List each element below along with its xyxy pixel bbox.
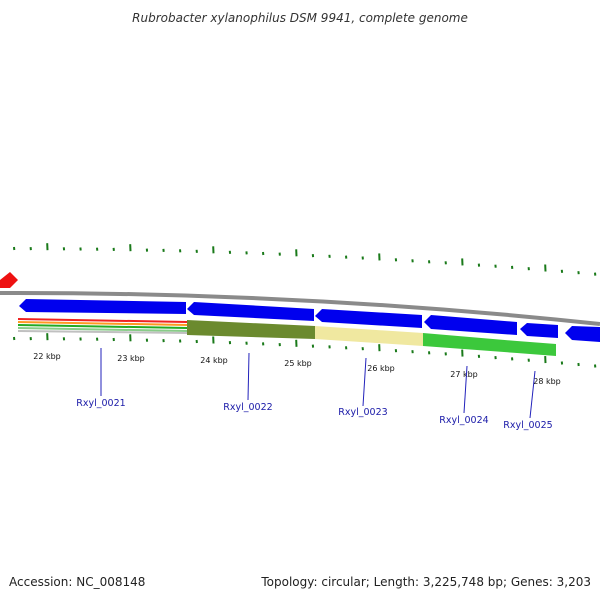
gene-label[interactable]: Rxyl_0024: [439, 415, 488, 426]
cog-stripes: [17, 318, 188, 334]
kbp-label: 27 kbp: [450, 370, 478, 379]
gene-labels: Rxyl_0021 Rxyl_0022 Rxyl_0023 Rxyl_0024 …: [76, 398, 552, 431]
kbp-labels: 22 kbp 23 kbp 24 kbp 25 kbp 26 kbp 27 kb…: [33, 352, 561, 386]
stripe-orange: [17, 321, 188, 326]
kbp-label: 23 kbp: [117, 354, 145, 363]
genome-summary-text: Topology: circular; Length: 3,225,748 bp…: [260, 575, 591, 589]
cog-segment-1: [187, 320, 315, 339]
gene-label[interactable]: Rxyl_0021: [76, 398, 125, 409]
cog-segments: [187, 320, 556, 356]
gene-label-lines: [100, 348, 536, 419]
gene-arrow[interactable]: [315, 309, 422, 328]
gene-label-line: [529, 370, 536, 419]
gene-label[interactable]: Rxyl_0025: [503, 420, 552, 431]
cog-segment-4: [517, 341, 556, 356]
gene-arrow[interactable]: [520, 323, 558, 338]
cog-segment-2: [315, 326, 423, 346]
gene-arrow[interactable]: [187, 302, 314, 321]
gene-label-line: [247, 352, 250, 401]
kbp-label: 24 kbp: [200, 356, 228, 365]
stripe-lightgreen: [17, 327, 188, 332]
backbone-arc: [0, 290, 600, 326]
left-gene-arrow: [0, 272, 18, 288]
stripe-gray: [17, 330, 188, 334]
outer-ticks: [13, 243, 597, 276]
gene-label[interactable]: Rxyl_0022: [223, 402, 272, 413]
gene-arrow[interactable]: [424, 315, 517, 335]
gene-arrows: [19, 299, 600, 342]
kbp-label: 22 kbp: [33, 352, 61, 361]
map-title: Rubrobacter xylanophilus DSM 9941, compl…: [132, 11, 468, 25]
gene-label-line: [362, 357, 367, 407]
stripe-green: [17, 324, 188, 329]
kbp-label: 26 kbp: [367, 364, 395, 373]
kbp-label: 28 kbp: [533, 377, 561, 386]
kbp-label: 25 kbp: [284, 359, 312, 368]
stripe-red: [17, 318, 188, 323]
gene-arrow[interactable]: [19, 299, 186, 314]
gene-label-line: [463, 365, 468, 414]
accession-text: Accession: NC_008148: [9, 575, 145, 589]
gene-label[interactable]: Rxyl_0023: [338, 407, 387, 418]
inner-ticks: [13, 333, 597, 368]
gene-arrow-partial[interactable]: [565, 326, 600, 342]
cog-segment-3: [423, 333, 517, 353]
